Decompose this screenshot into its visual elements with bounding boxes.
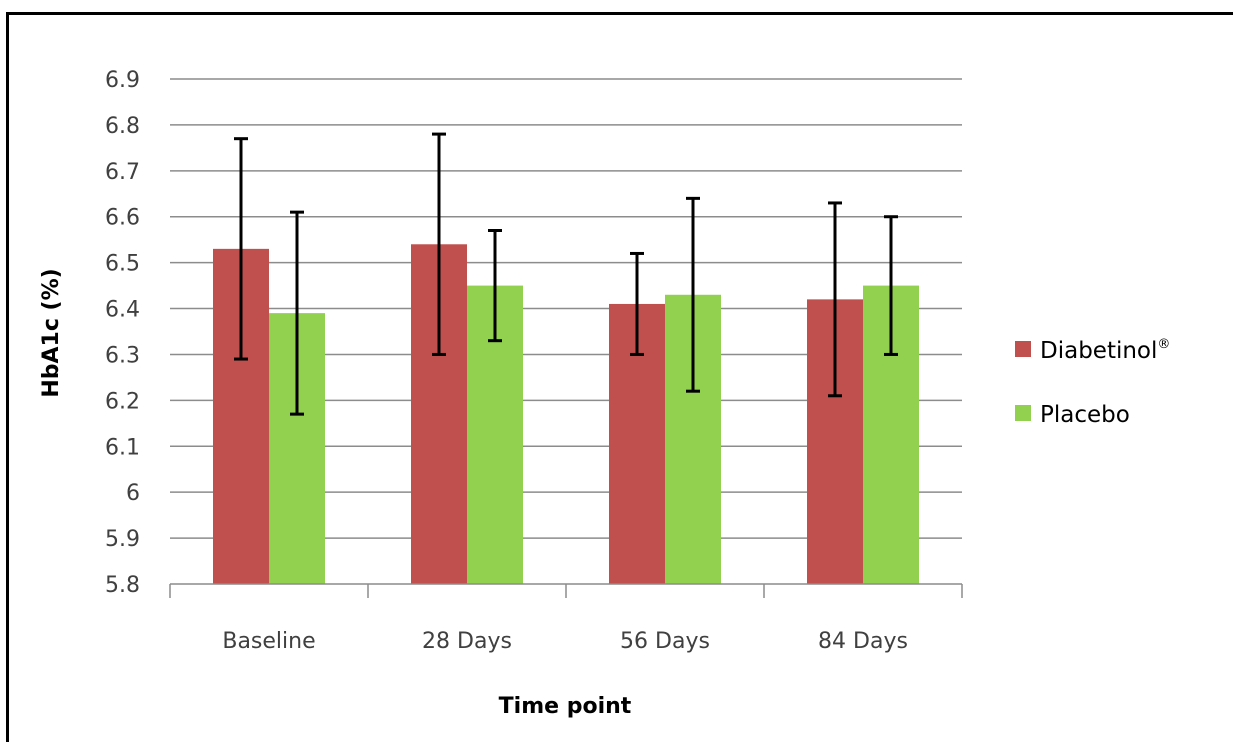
y-tick-label: 5.8 <box>105 573 140 598</box>
y-tick-label: 6.2 <box>105 389 140 414</box>
x-axis-title: Time point <box>499 694 632 719</box>
y-tick-label: 6.9 <box>105 68 140 93</box>
legend: Diabetinol® Placebo <box>1015 337 1170 428</box>
y-tick-label: 6.6 <box>105 206 140 231</box>
y-axis-title: HbA1c (%) <box>39 268 64 397</box>
y-tick-label: 6.1 <box>105 435 140 460</box>
y-axis-ticks: 6.9 6.8 6.7 6.6 6.5 6.4 6.3 6.2 6.1 6 5.9 5.8 <box>105 68 140 598</box>
y-tick-label: 6.8 <box>105 114 140 139</box>
legend-swatch-placebo <box>1015 405 1031 421</box>
x-tick-label: 56 Days <box>620 629 710 654</box>
y-tick-label: 6.3 <box>105 343 140 368</box>
error-bars <box>234 132 898 416</box>
legend-label-diabetinol: Diabetinol® <box>1040 337 1170 364</box>
legend-label-placebo: Placebo <box>1040 402 1130 428</box>
x-tick-label: 84 Days <box>818 629 908 654</box>
x-axis: Baseline 28 Days 56 Days 84 Days <box>169 583 963 654</box>
y-tick-label: 6.5 <box>105 252 140 277</box>
legend-swatch-diabetinol <box>1015 341 1031 357</box>
x-tick-label: Baseline <box>222 629 315 654</box>
y-tick-label: 6.7 <box>105 160 140 185</box>
x-tick-label: 28 Days <box>422 629 512 654</box>
y-tick-label: 6.4 <box>105 298 140 323</box>
y-tick-label: 5.9 <box>105 527 140 552</box>
y-tick-label: 6 <box>126 481 140 506</box>
bars <box>213 244 919 585</box>
